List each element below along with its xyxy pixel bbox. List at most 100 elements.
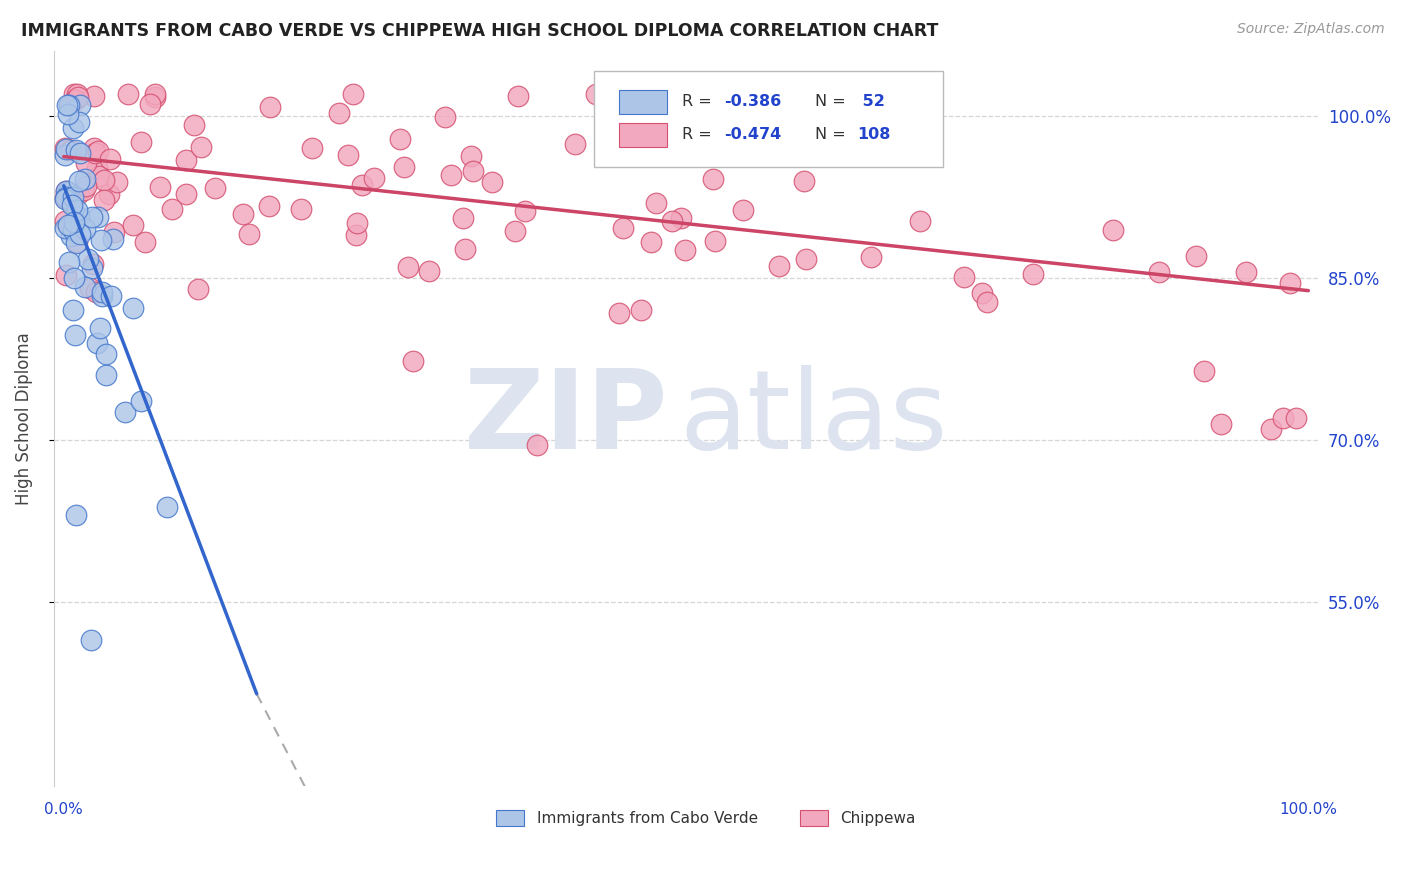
Point [793,174,815,188]
Text: N =: N = [815,95,851,109]
Point [80,261,103,276]
Point [612,221,634,235]
Point [53,147,76,161]
Point [392,160,415,174]
Point [630,302,652,317]
Point [616,136,638,151]
Point [87,144,110,158]
Point [506,88,529,103]
Point [75,179,97,194]
Point [396,260,419,274]
Point [644,196,666,211]
Text: ZIP: ZIP [464,365,666,472]
Point [1260,422,1282,436]
Point [526,438,548,452]
Text: -0.386: -0.386 [724,95,782,109]
Point [1194,364,1216,378]
Point [53,191,76,205]
Point [363,171,385,186]
Point [257,199,280,213]
Point [440,168,463,182]
Text: 0.0%: 0.0% [45,802,83,817]
Point [174,186,197,201]
Point [55,184,77,198]
Point [65,508,87,523]
Point [461,164,484,178]
Point [83,145,105,160]
Bar [619,123,666,147]
Point [66,202,89,217]
Point [731,203,754,218]
Point [301,141,323,155]
Text: R =: R = [682,95,717,109]
Point [60,198,83,212]
Point [671,211,693,225]
Point [63,328,86,343]
Point [75,280,97,294]
Point [62,120,84,135]
Point [65,235,87,250]
Point [259,100,281,114]
Point [661,214,683,228]
Point [187,282,209,296]
Point [328,106,350,120]
Point [63,271,86,285]
Point [1147,265,1170,279]
Point [290,202,312,217]
Point [73,183,96,197]
Point [83,141,105,155]
Point [402,354,425,368]
Point [418,264,440,278]
Point [62,302,84,317]
Point [93,193,115,207]
Point [105,175,128,189]
Point [58,97,80,112]
Text: R =: R = [682,128,717,143]
Bar [619,89,666,114]
Point [89,320,111,334]
Point [794,252,817,267]
Text: atlas: atlas [679,365,948,472]
Point [1272,411,1295,425]
Text: Chippewa: Chippewa [841,811,915,825]
Text: IMMIGRANTS FROM CABO VERDE VS CHIPPEWA HIGH SCHOOL DIPLOMA CORRELATION CHART: IMMIGRANTS FROM CABO VERDE VS CHIPPEWA H… [21,22,938,40]
Point [66,87,89,101]
Point [96,368,118,383]
Point [66,235,89,249]
Point [143,87,166,101]
Point [56,185,79,199]
Point [90,234,112,248]
Point [702,172,724,186]
Point [183,118,205,132]
Point [114,404,136,418]
FancyBboxPatch shape [593,70,943,167]
Point [232,206,254,220]
Point [503,224,526,238]
Point [1234,265,1257,279]
Bar [800,810,828,826]
Point [66,90,89,104]
Point [609,306,631,320]
Point [143,89,166,103]
Point [564,137,586,152]
Point [87,210,110,224]
Point [87,169,110,183]
Point [55,190,77,204]
Point [138,97,160,112]
Point [53,214,76,228]
Point [460,149,482,163]
Point [67,114,90,128]
Point [93,172,115,186]
Text: 52: 52 [856,95,884,109]
Point [63,214,86,228]
Point [62,222,84,236]
Point [67,186,90,201]
Point [55,268,77,282]
Point [98,186,121,201]
Text: Source: ZipAtlas.com: Source: ZipAtlas.com [1237,22,1385,37]
Point [67,174,90,188]
Point [346,216,368,230]
Point [238,227,260,241]
Point [131,136,153,150]
Point [86,161,108,175]
